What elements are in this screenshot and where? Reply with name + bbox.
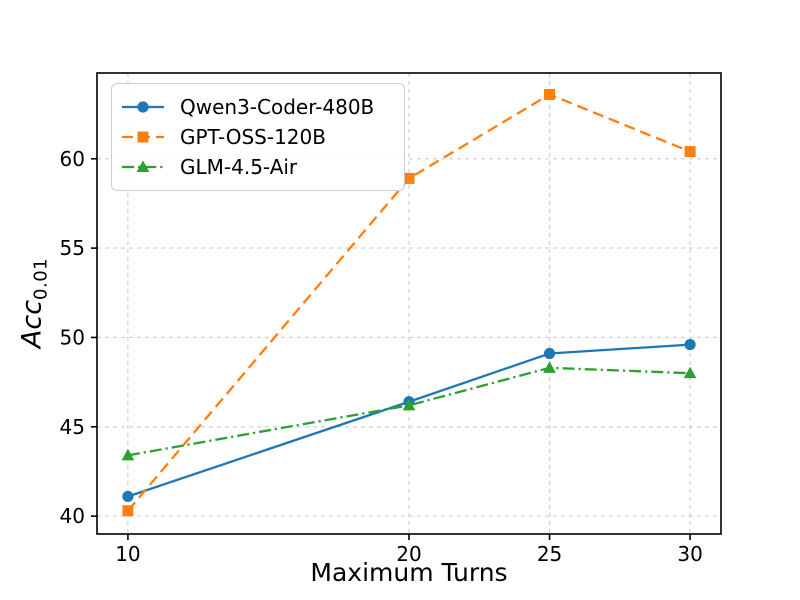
legend-line-sample	[122, 160, 164, 172]
y-tick-label: 60	[60, 147, 85, 171]
series-line	[127, 343, 691, 498]
y-tick-label: 40	[60, 504, 85, 528]
triangle-marker	[543, 361, 556, 373]
triangle-marker	[402, 398, 416, 411]
circle-marker	[543, 347, 556, 360]
legend-label: Qwen3-Coder-480B	[180, 95, 375, 119]
y-axis-label-main: Acc	[16, 299, 48, 349]
square-marker	[544, 88, 556, 100]
legend-line-sample	[122, 101, 164, 113]
y-tick-label: 55	[60, 236, 85, 260]
legend-item-Qwen3-Coder-480B: Qwen3-Coder-480B	[120, 92, 394, 122]
legend-item-GLM-4.5-Air: GLM-4.5-Air	[120, 152, 394, 182]
series-line	[127, 93, 691, 512]
x-tick-label: 25	[537, 542, 562, 566]
square-marker	[684, 146, 696, 158]
circle-marker	[684, 338, 696, 351]
legend-label: GLM-4.5-Air	[180, 155, 298, 179]
legend-label: GPT-OSS-120B	[180, 125, 326, 149]
square-marker	[403, 172, 415, 184]
y-axis-label: Acc0.01	[17, 258, 52, 348]
series-GPT-OSS-120B	[122, 88, 696, 517]
x-tick-label: 20	[396, 542, 421, 566]
legend: Qwen3-Coder-480B GPT-OSS-120B GLM-4.5-Air	[111, 83, 405, 191]
triangle-marker	[136, 160, 150, 172]
x-tick-label: 30	[677, 542, 702, 566]
circle-marker	[122, 490, 134, 503]
series-line	[127, 366, 691, 457]
triangle-marker	[121, 448, 135, 461]
series-GLM-4.5-Air	[121, 361, 697, 461]
legend-line-sample	[122, 131, 164, 143]
triangle-marker	[683, 366, 697, 379]
x-axis-label: Maximum Turns	[310, 558, 508, 587]
legend-item-GPT-OSS-120B: GPT-OSS-120B	[120, 122, 394, 152]
square-marker	[122, 505, 134, 517]
square-marker	[137, 131, 149, 143]
y-axis-label-subscript: 0.01	[30, 257, 52, 300]
x-tick-label: 10	[115, 542, 140, 566]
circle-marker	[137, 101, 149, 113]
y-tick-label: 50	[60, 325, 85, 349]
y-tick-label: 45	[60, 415, 85, 439]
